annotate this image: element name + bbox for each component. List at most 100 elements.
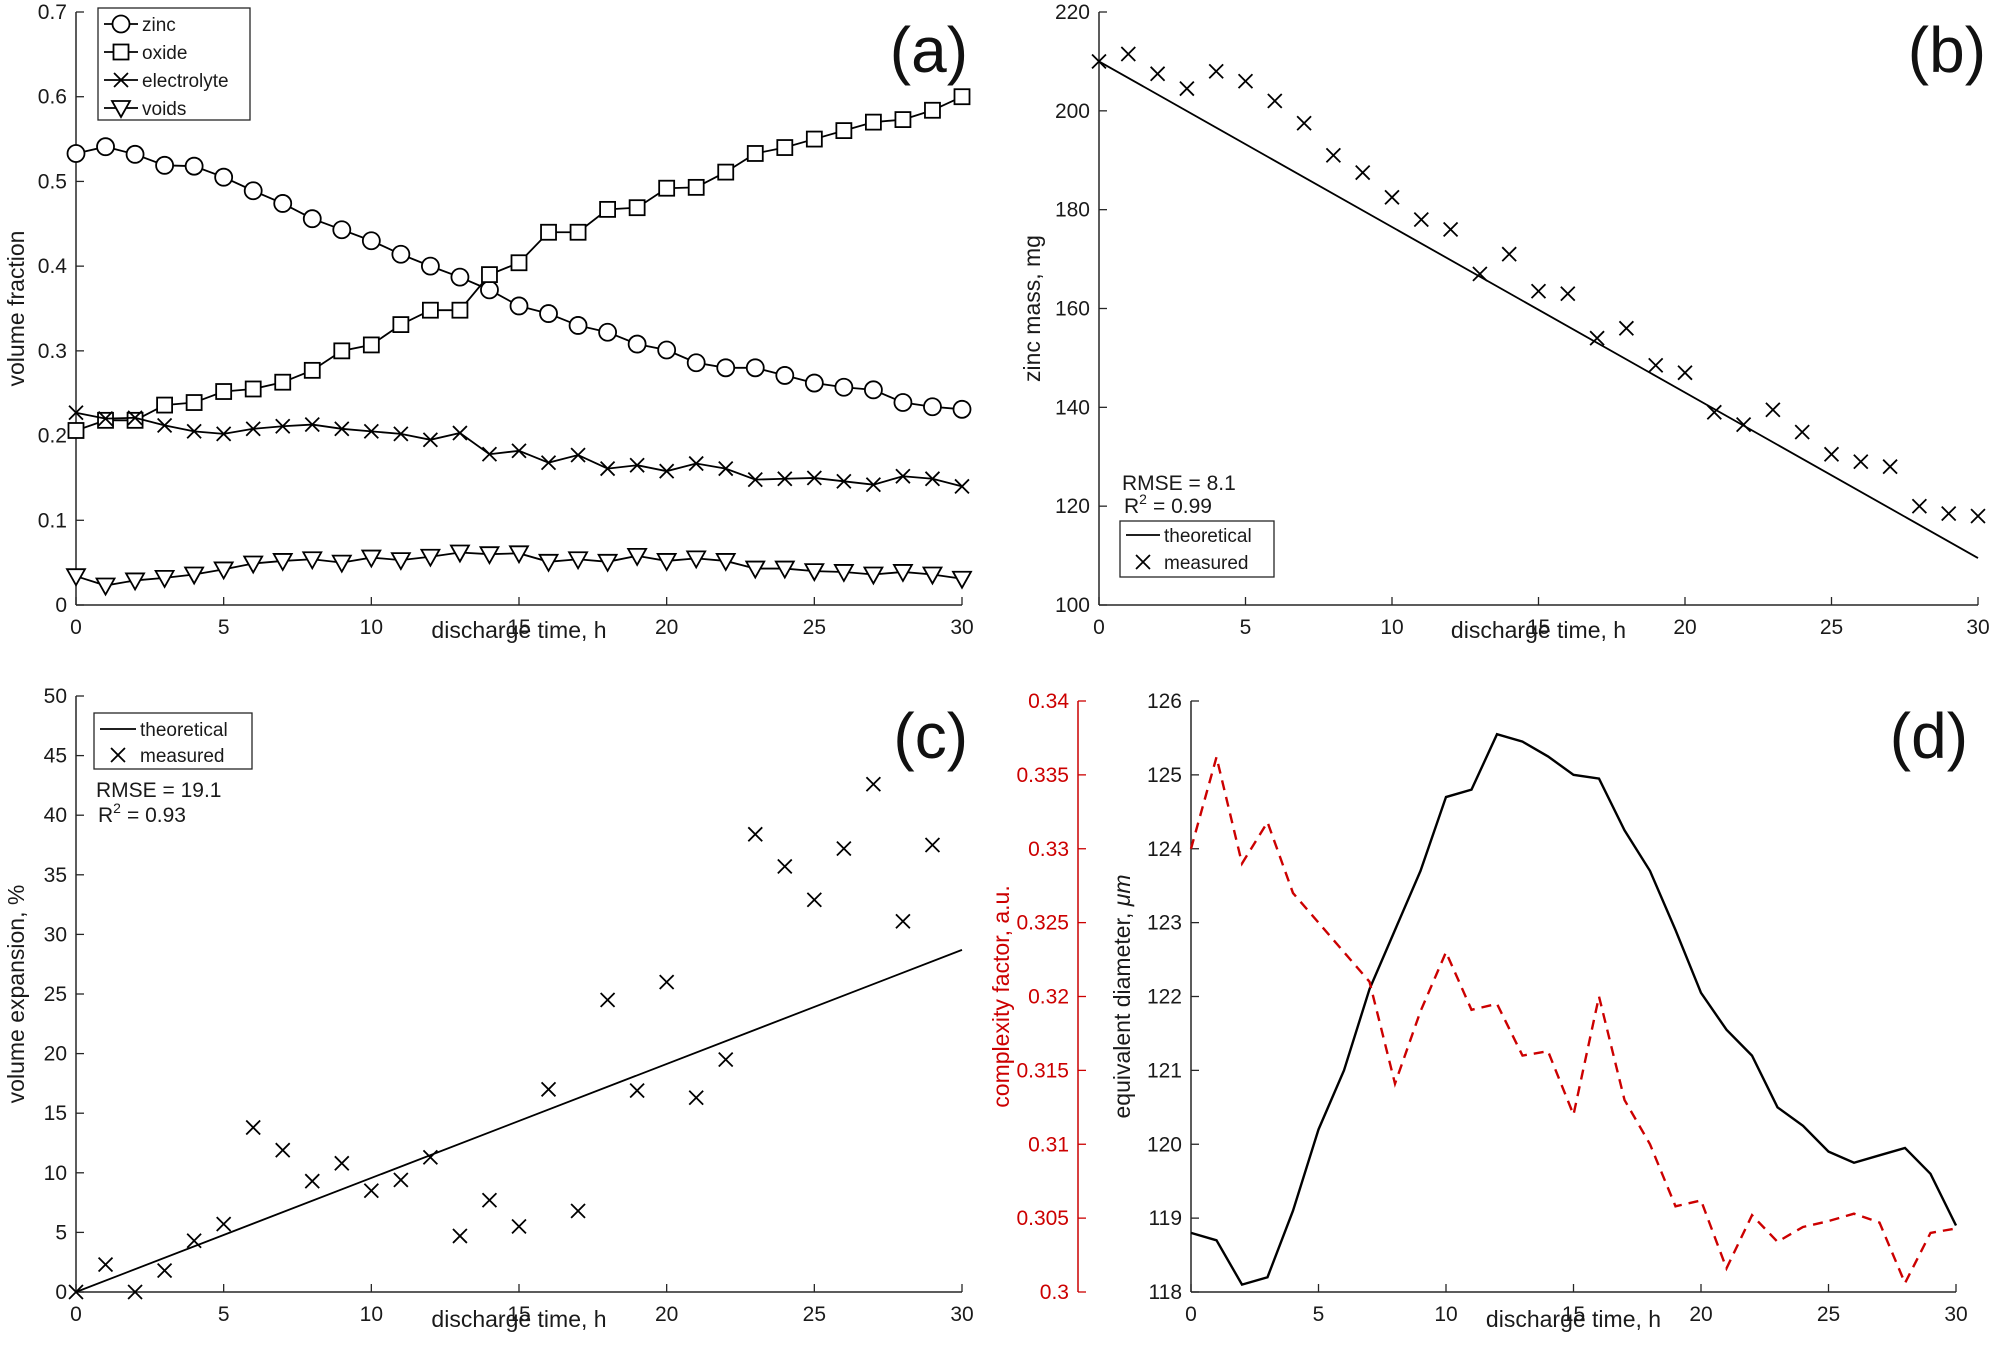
data-point-electrolyte — [334, 421, 350, 437]
legend-marker-measured — [110, 747, 126, 763]
data-point-zinc — [243, 181, 263, 201]
panel-c-xtick-label: 10 — [360, 1303, 383, 1326]
data-point-voids — [242, 555, 264, 575]
data-point-electrolyte — [570, 447, 586, 463]
panel-c-ytick-label: 35 — [44, 864, 67, 887]
data-point-zinc — [775, 366, 795, 385]
measured-point — [1794, 424, 1810, 440]
panel-c-xtick-label: 20 — [655, 1303, 678, 1326]
panel-d-complexity-tick-label: 0.31 — [1028, 1133, 1069, 1156]
measured-point — [629, 1082, 645, 1099]
measured-point — [216, 1216, 232, 1232]
data-point-oxide — [687, 178, 705, 196]
measured-point — [1413, 211, 1429, 228]
data-point-oxide — [185, 394, 203, 411]
panel-a-xtick-label: 10 — [360, 616, 383, 639]
data-point-electrolyte — [688, 455, 704, 472]
data-point-oxide — [362, 336, 380, 354]
panel-a-ylabel: volume fraction — [3, 231, 29, 387]
measured-point — [1648, 357, 1664, 373]
data-point-electrolyte — [777, 471, 793, 487]
measured-point — [127, 1284, 143, 1300]
measured-point — [1150, 66, 1166, 82]
panel-b-xtick-label: 10 — [1380, 616, 1403, 639]
measured-point — [1677, 365, 1693, 381]
measured-point — [363, 1183, 379, 1199]
data-point-oxide — [569, 223, 587, 241]
panel-d-complexity-tick-label: 0.325 — [1016, 912, 1069, 935]
data-point-voids — [744, 560, 766, 580]
data-point-voids — [154, 569, 176, 589]
panel-d: 0 5 10 15 20 25 30 118 119 120 121 122 123 124 125 126 0… — [988, 690, 1968, 1332]
data-point-oxide — [303, 361, 321, 379]
measured-point — [1823, 446, 1840, 462]
panel-c-ytick-label: 0 — [55, 1281, 67, 1304]
data-point-zinc — [686, 353, 706, 373]
data-point-zinc — [509, 296, 529, 316]
data-point-electrolyte — [747, 472, 763, 488]
legend-entry-zinc: zinc — [142, 15, 176, 36]
data-point-oxide — [540, 223, 557, 241]
data-point-oxide — [156, 396, 174, 414]
data-point-voids — [508, 545, 530, 565]
data-point-oxide — [599, 200, 616, 218]
panel-c-ytick-label: 45 — [44, 745, 67, 768]
data-point-voids — [892, 564, 914, 583]
panel-a-ytick-label: 0 — [55, 594, 67, 617]
panel-b-xlabel: discharge time, h — [1451, 617, 1626, 643]
panel-b-ytick-label: 200 — [1055, 100, 1090, 123]
data-point-oxide — [953, 88, 971, 106]
data-point-oxide — [776, 139, 794, 156]
measured-point — [806, 892, 822, 908]
legend-entry-theoretical: theoretical — [140, 720, 228, 741]
panel-d-diameter-ytick-label: 123 — [1147, 912, 1182, 935]
panel-d-diameter-ytick-label: 126 — [1147, 690, 1182, 713]
measured-point — [1355, 165, 1371, 181]
data-point-oxide — [746, 145, 764, 162]
data-point-zinc — [568, 316, 588, 335]
panel-d-xlabel: discharge time, h — [1486, 1306, 1661, 1332]
panel-c-ytick-label: 50 — [44, 685, 67, 708]
panel-c-xtick-label: 30 — [950, 1303, 973, 1326]
panel-b-xtick-label: 15 — [1527, 616, 1550, 639]
panel-a-ytick-label: 0.4 — [38, 255, 68, 278]
data-point-zinc — [96, 137, 115, 157]
panel-d-complexity-tick-label: 0.335 — [1016, 764, 1069, 787]
measured-point — [157, 1262, 173, 1279]
rmse-text: RMSE = 19.1 — [96, 779, 221, 802]
panel-b-xtick-label: 25 — [1820, 616, 1843, 639]
panel-c-xtick-label: 25 — [803, 1303, 826, 1326]
measured-point — [97, 1256, 114, 1273]
data-point-electrolyte — [363, 423, 379, 439]
measured-point — [1443, 221, 1459, 238]
data-point-voids — [567, 551, 589, 571]
panel-d-diameter-ytick-label: 124 — [1147, 838, 1182, 861]
data-point-oxide — [717, 163, 735, 181]
panel-b-xtick-label: 0 — [1093, 616, 1105, 639]
panel-b-ylabel: zinc mass, mg — [1019, 235, 1045, 382]
panel-b-xtick-label: 30 — [1966, 616, 1989, 639]
data-point-voids — [537, 553, 560, 573]
data-point-zinc — [893, 393, 913, 412]
panel-c-ytick-label: 5 — [55, 1221, 67, 1244]
data-point-voids — [833, 564, 855, 583]
data-point-oxide — [628, 199, 646, 217]
data-point-zinc — [804, 373, 824, 393]
data-point-electrolyte — [216, 426, 232, 442]
measured-point — [511, 1218, 527, 1235]
data-point-electrolyte — [452, 425, 468, 441]
data-point-electrolyte — [540, 455, 557, 471]
panel-c-xlabel: discharge time, h — [431, 1306, 606, 1332]
measured-point — [718, 1051, 734, 1068]
panel-b-legend: theoretical measured — [1119, 520, 1275, 578]
data-point-zinc — [332, 220, 352, 240]
series-line-zinc — [75, 145, 963, 411]
panel-a-ytick-label: 0.6 — [38, 86, 67, 109]
panel-d-diameter-ytick-label: 125 — [1147, 764, 1182, 787]
data-point-electrolyte — [422, 432, 438, 448]
panel-b-ytick-label: 220 — [1055, 1, 1090, 24]
panel-b-ytick-label: 120 — [1055, 495, 1090, 518]
panel-d-complexity-tick-label: 0.305 — [1016, 1207, 1069, 1230]
panel-d-diameter-ytick-label: 119 — [1149, 1207, 1182, 1230]
